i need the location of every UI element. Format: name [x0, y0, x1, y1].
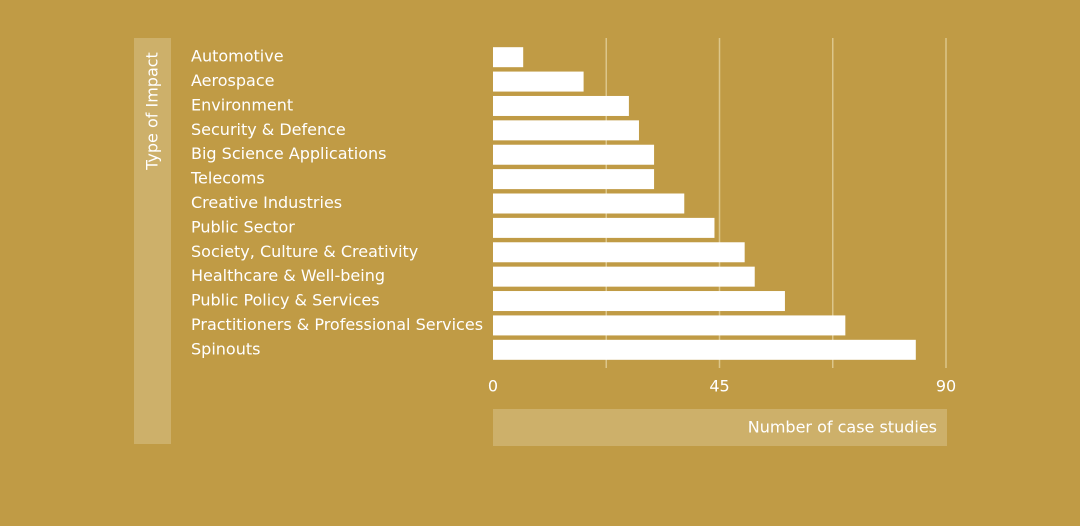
y-tick-label: Healthcare & Well-being	[191, 266, 385, 285]
y-tick-label: Big Science Applications	[191, 144, 387, 163]
x-tick-label: 45	[709, 377, 729, 396]
bar	[493, 242, 745, 263]
bar	[493, 266, 755, 287]
y-tick-label: Telecoms	[190, 169, 265, 188]
bar	[493, 193, 685, 214]
bar	[493, 169, 655, 190]
x-tick-label: 0	[488, 377, 498, 396]
bar	[493, 120, 639, 141]
y-tick-label: Security & Defence	[191, 120, 346, 139]
y-tick-label: Public Policy & Services	[191, 291, 380, 310]
x-tick-label: 90	[936, 377, 956, 396]
y-tick-label: Public Sector	[191, 217, 295, 236]
y-tick-label: Practitioners & Professional Services	[191, 315, 483, 334]
bar	[493, 315, 846, 336]
y-tick-label: Society, Culture & Creativity	[191, 242, 418, 261]
bar	[493, 47, 524, 68]
bar	[493, 291, 785, 312]
bar	[493, 95, 629, 116]
bar	[493, 71, 584, 92]
y-tick-label: Spinouts	[191, 339, 260, 358]
y-tick-label: Automotive	[191, 47, 284, 66]
y-tick-label: Environment	[191, 95, 293, 114]
y-tick-label: Creative Industries	[191, 193, 342, 212]
y-axis-band	[134, 38, 171, 444]
bar	[493, 217, 715, 238]
x-axis-band	[493, 409, 947, 446]
bar	[493, 339, 916, 360]
y-axis-title: Type of Impact	[143, 52, 162, 171]
bar	[493, 144, 655, 165]
x-axis-title: Number of case studies	[748, 418, 937, 437]
y-tick-label: Aerospace	[191, 71, 274, 90]
